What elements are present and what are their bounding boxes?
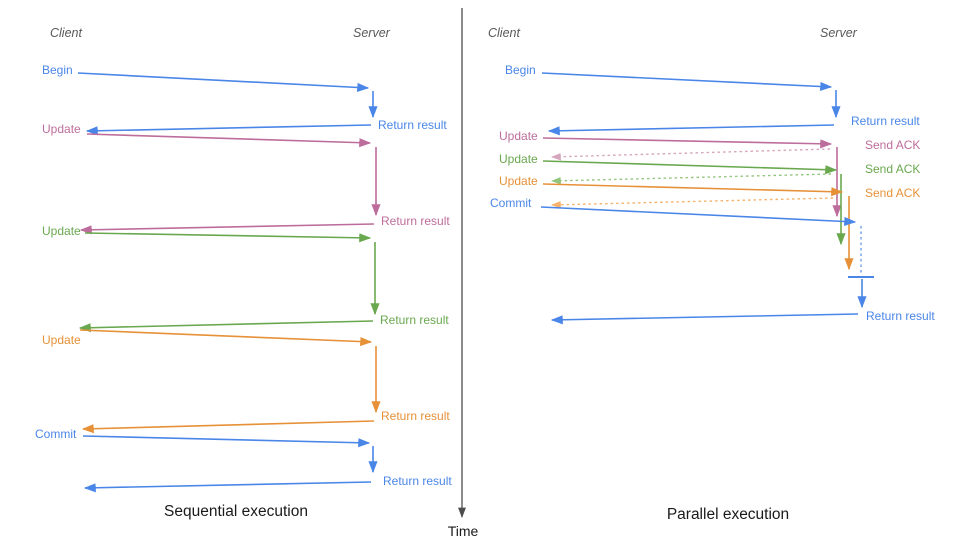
request-line — [77, 72, 370, 92]
seq-call-update-3 — [79, 329, 381, 434]
request-line — [542, 137, 833, 149]
par-request-label-commit: Commit — [490, 196, 532, 210]
par-request-label-update-3: Update — [499, 174, 538, 188]
response-line — [83, 481, 372, 493]
response-line — [81, 420, 375, 434]
ack-response-line — [551, 197, 834, 209]
ack-response-line — [551, 148, 831, 161]
par-server-label: Server — [820, 26, 857, 40]
request-line — [542, 160, 838, 175]
seq-response-label-update-1: Return result — [381, 214, 450, 228]
response-line — [78, 320, 374, 333]
seq-call-commit — [82, 435, 378, 493]
par-call-update-1 — [542, 137, 842, 218]
ack-response-line — [551, 173, 832, 185]
par-request-label-begin: Begin — [505, 63, 536, 77]
request-line — [86, 133, 372, 148]
par-response-label-update-2: Send ACK — [865, 162, 921, 176]
response-line — [79, 223, 375, 235]
seq-call-update-1 — [79, 133, 381, 235]
seq-client-label: Client — [50, 26, 82, 40]
par-response-label-begin: Return result — [851, 114, 920, 128]
par-request-label-update-1: Update — [499, 129, 538, 143]
response-line — [85, 124, 372, 136]
seq-response-label-update-3: Return result — [381, 409, 450, 423]
response-line — [550, 313, 859, 325]
seq-response-label-begin: Return result — [378, 118, 447, 132]
par-response-label-commit: Return result — [866, 309, 935, 323]
par-response-label-update-1: Send ACK — [865, 138, 921, 152]
par-call-commit — [540, 206, 874, 325]
response-line — [547, 124, 835, 136]
seq-call-begin — [77, 72, 378, 136]
seq-request-label-update-1: Update — [42, 122, 81, 136]
seq-panel-title: Sequential execution — [164, 503, 308, 520]
seq-server-label: Server — [353, 26, 390, 40]
par-request-label-update-2: Update — [499, 152, 538, 166]
seq-request-label-update-3: Update — [42, 333, 81, 347]
par-call-begin — [541, 72, 841, 136]
request-line — [540, 206, 857, 227]
request-line — [82, 435, 371, 448]
seq-request-label-commit: Commit — [35, 427, 77, 441]
par-call-update-2 — [542, 160, 846, 246]
seq-response-label-update-2: Return result — [380, 313, 449, 327]
seq-request-label-begin: Begin — [42, 63, 73, 77]
par-panel-title: Parallel execution — [666, 506, 790, 523]
request-line — [542, 183, 844, 197]
request-line — [541, 72, 833, 92]
par-response-label-update-3: Send ACK — [865, 186, 921, 200]
seq-response-label-commit: Return result — [383, 474, 452, 488]
request-line — [84, 232, 372, 243]
seq-request-label-update-2: Update — [42, 224, 81, 238]
par-call-update-3 — [542, 183, 854, 271]
time-axis-label: Time — [447, 523, 479, 539]
par-client-label: Client — [488, 26, 520, 40]
request-line — [79, 329, 373, 347]
seq-call-update-2 — [78, 232, 380, 333]
